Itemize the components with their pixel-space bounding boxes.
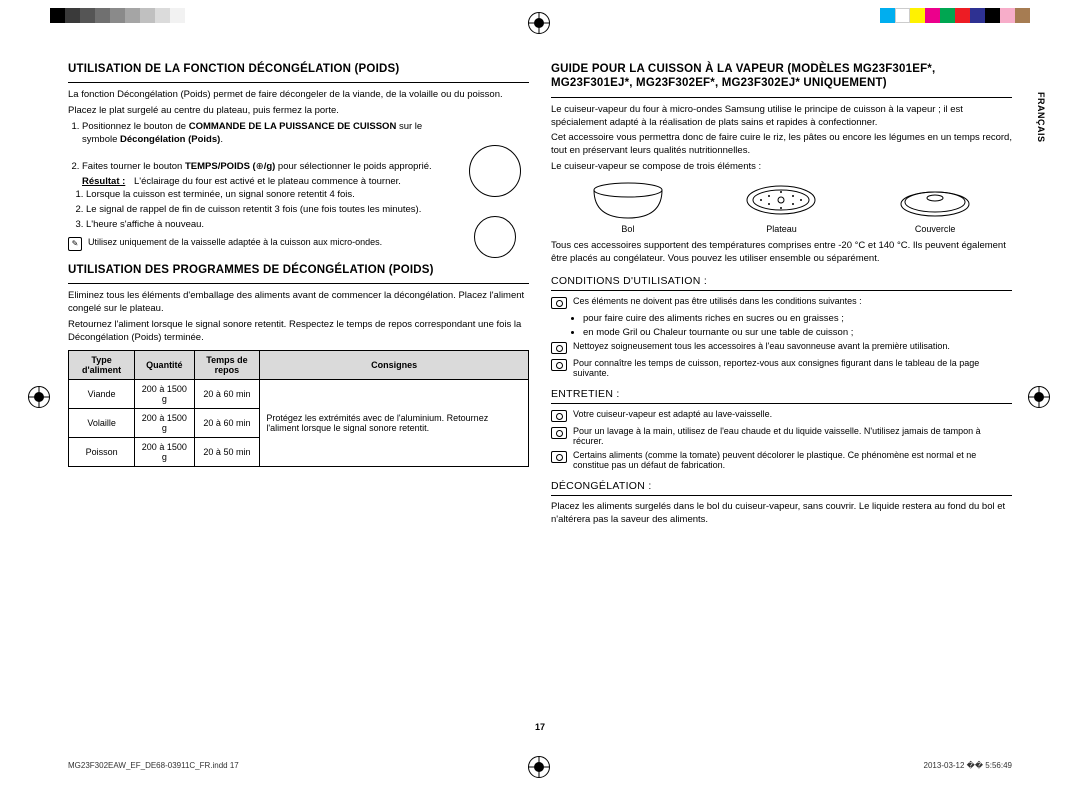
cond-2-text: Nettoyez soigneusement tous les accessoi… [573, 341, 950, 351]
registration-mark-left [28, 386, 50, 408]
document-page: UTILISATION DE LA FONCTION DÉCONGÉLATION… [68, 62, 1012, 717]
dec-1-text: Placez les aliments surgelés dans le bol… [551, 501, 1012, 527]
footer-filename: MG23F302EAW_EF_DE68-03911C_FR.indd 17 [68, 761, 239, 770]
cond-item-1: Ces éléments ne doivent pas être utilisé… [551, 296, 1012, 309]
steam-p2: Cet accessoire vous permettra donc de fa… [551, 132, 1012, 158]
left-column: UTILISATION DE LA FONCTION DÉCONGÉLATION… [68, 62, 529, 717]
result-label: Résultat : [82, 176, 134, 189]
td: 20 à 60 min [194, 380, 260, 409]
camera-icon [551, 342, 567, 354]
td: 20 à 60 min [194, 409, 260, 438]
ent-1-text: Votre cuiseur-vapeur est adapté au lave-… [573, 409, 772, 419]
subhead-rule [551, 290, 1012, 291]
ent-item-1: Votre cuiseur-vapeur est adapté au lave-… [551, 409, 1012, 422]
camera-icon [551, 427, 567, 439]
time-dial-figure [461, 216, 529, 258]
heading-rule [68, 82, 529, 83]
steam-parts-row: Bol Plateau Couvercle [551, 180, 1012, 234]
language-tab: FRANÇAIS [1036, 92, 1046, 143]
defrost-intro-1: La fonction Décongélation (Poids) permet… [68, 89, 529, 102]
cond-3-text: Pour connaître les temps de cuisson, rep… [573, 358, 1012, 378]
lid-icon [895, 180, 975, 222]
camera-icon [551, 410, 567, 422]
steam-p3: Le cuiseur-vapeur se compose de trois él… [551, 161, 1012, 174]
td-consignes: Protégez les extrémités avec de l'alumin… [260, 380, 529, 467]
bowl-label: Bol [588, 224, 668, 234]
registration-mark-right [1028, 386, 1050, 408]
td: Viande [69, 380, 135, 409]
heading-rule-3 [551, 97, 1012, 98]
cond-bullets: pour faire cuire des aliments riches en … [583, 313, 1012, 340]
lid-item: Couvercle [895, 180, 975, 234]
heading-rule-2 [68, 283, 529, 284]
cond-item-3: Pour connaître les temps de cuisson, rep… [551, 358, 1012, 378]
note-microwave-dishes: ✎ Utilisez uniquement de la vaisselle ad… [68, 237, 529, 251]
footer-timestamp: 2013-03-12 �� 5:56:49 [924, 761, 1012, 770]
cond-1a: pour faire cuire des aliments riches en … [583, 313, 1012, 326]
defrost-table: Type d'aliment Quantité Temps de repos C… [68, 350, 529, 467]
ent-3-text: Certains aliments (comme la tomate) peuv… [573, 450, 1012, 470]
note-text: Utilisez uniquement de la vaisselle adap… [88, 237, 382, 247]
td: Volaille [69, 409, 135, 438]
cond-1b: en mode Gril ou Chaleur tournante ou sur… [583, 327, 1012, 340]
step-1: Positionnez le bouton de COMMANDE DE LA … [82, 121, 455, 147]
td: 200 à 1500 g [135, 409, 194, 438]
ent-2-text: Pour un lavage à la main, utilisez de l'… [573, 426, 1012, 446]
bowl-item: Bol [588, 180, 668, 234]
steps-box: Positionnez le bouton de COMMANDE DE LA … [68, 121, 529, 232]
sub-3: L'heure s'affiche à nouveau. [86, 219, 455, 232]
defrost-prog-p1: Eliminez tous les éléments d'emballage d… [68, 290, 529, 316]
right-column: GUIDE POUR LA CUISSON À LA VAPEUR (MODÈL… [551, 62, 1012, 717]
power-dial-figure [461, 145, 529, 197]
td: 200 à 1500 g [135, 380, 194, 409]
tray-label: Plateau [741, 224, 821, 234]
tray-icon [741, 180, 821, 222]
camera-icon [551, 359, 567, 371]
th-qty: Quantité [135, 351, 194, 380]
td: 20 à 50 min [194, 438, 260, 467]
defrost-intro-2: Placez le plat surgelé au centre du plat… [68, 105, 529, 118]
subhead-rule-2 [551, 403, 1012, 404]
heading-steam-guide: GUIDE POUR LA CUISSON À LA VAPEUR (MODÈL… [551, 62, 1012, 91]
heading-defrost-function: UTILISATION DE LA FONCTION DÉCONGÉLATION… [68, 62, 529, 76]
th-food: Type d'aliment [69, 351, 135, 380]
cond-item-2: Nettoyez soigneusement tous les accessoi… [551, 341, 1012, 354]
th-rest: Temps de repos [194, 351, 260, 380]
steam-p4: Tous ces accessoires supportent des temp… [551, 240, 1012, 266]
camera-icon [551, 297, 567, 309]
td: Poisson [69, 438, 135, 467]
sub-2: Le signal de rappel de fin de cuisson re… [86, 204, 455, 217]
subhead-rule-3 [551, 495, 1012, 496]
camera-icon [551, 451, 567, 463]
tray-item: Plateau [741, 180, 821, 234]
page-number: 17 [535, 722, 545, 732]
steam-p1: Le cuiseur-vapeur du four à micro-ondes … [551, 104, 1012, 130]
th-tips: Consignes [260, 351, 529, 380]
registration-mark-top [528, 12, 550, 34]
subhead-decongel: DÉCONGÉLATION : [551, 480, 1012, 492]
note-icon: ✎ [68, 237, 82, 251]
bowl-icon [588, 180, 668, 222]
result-text: L'éclairage du four est activé et le pla… [134, 176, 401, 189]
step-2: Faites tourner le bouton TEMPS/POIDS (⊕/… [82, 161, 455, 232]
print-footer: MG23F302EAW_EF_DE68-03911C_FR.indd 17 20… [68, 761, 1012, 770]
ent-item-3: Certains aliments (comme la tomate) peuv… [551, 450, 1012, 470]
sub-1: Lorsque la cuisson est terminée, un sign… [86, 189, 455, 202]
td: 200 à 1500 g [135, 438, 194, 467]
ent-item-2: Pour un lavage à la main, utilisez de l'… [551, 426, 1012, 446]
defrost-prog-p2: Retournez l'aliment lorsque le signal so… [68, 319, 529, 345]
subhead-conditions: CONDITIONS D'UTILISATION : [551, 275, 1012, 287]
result-sublist: Lorsque la cuisson est terminée, un sign… [86, 189, 455, 231]
cond-1-text: Ces éléments ne doivent pas être utilisé… [573, 296, 862, 306]
steps-list: Positionnez le bouton de COMMANDE DE LA … [82, 121, 455, 232]
heading-defrost-programs: UTILISATION DES PROGRAMMES DE DÉCONGÉLAT… [68, 263, 529, 277]
subhead-entretien: ENTRETIEN : [551, 388, 1012, 400]
lid-label: Couvercle [895, 224, 975, 234]
